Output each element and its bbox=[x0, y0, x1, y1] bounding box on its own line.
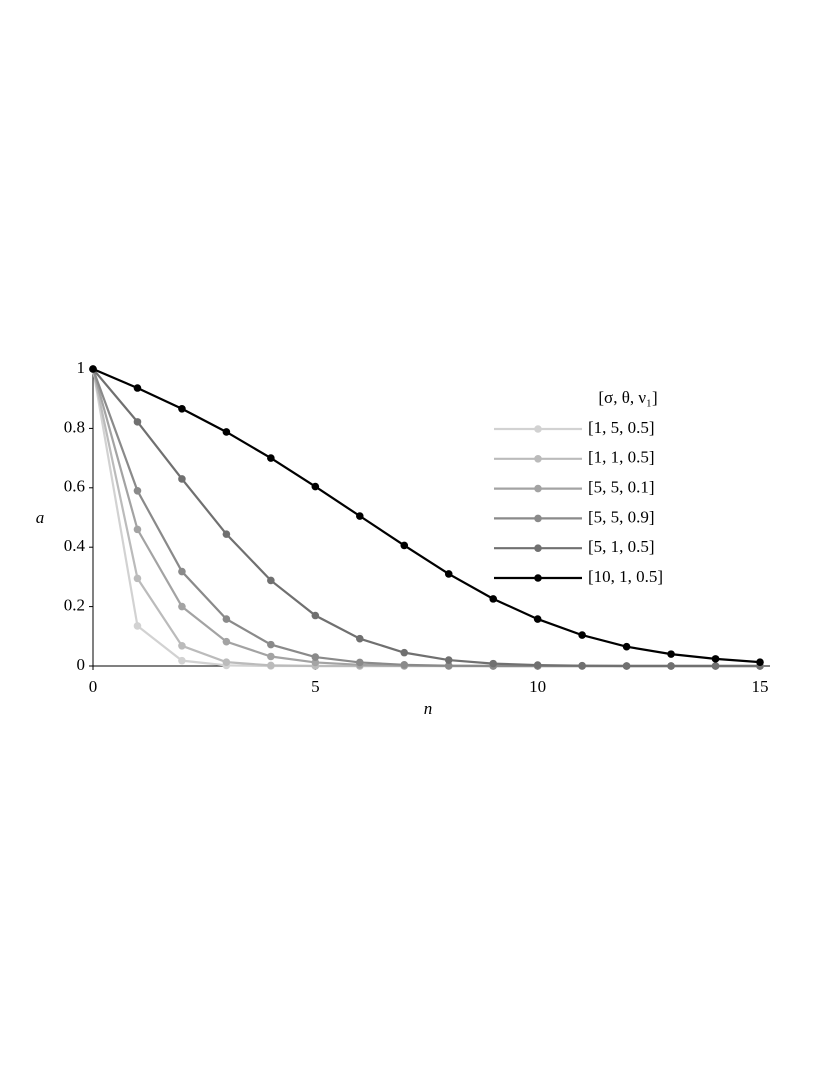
data-point bbox=[533, 615, 542, 623]
series-line bbox=[92, 367, 761, 664]
data-point bbox=[311, 611, 320, 620]
data-point bbox=[533, 661, 542, 669]
data-point bbox=[444, 570, 453, 578]
legend-label: [1, 5, 0.5] bbox=[588, 418, 655, 437]
data-point bbox=[267, 576, 275, 585]
data-point bbox=[222, 615, 231, 623]
data-point bbox=[267, 661, 275, 670]
data-point bbox=[311, 658, 320, 667]
y-tick-label: 0.8 bbox=[64, 417, 85, 436]
legend-marker bbox=[534, 574, 542, 582]
data-point bbox=[444, 656, 453, 664]
data-point bbox=[667, 662, 675, 670]
data-point bbox=[178, 602, 186, 611]
legend-marker bbox=[534, 484, 542, 493]
data-point bbox=[489, 659, 498, 668]
data-point bbox=[133, 574, 142, 583]
data-point bbox=[133, 622, 142, 630]
legend-label: [10, 1, 0.5] bbox=[588, 567, 663, 586]
data-point bbox=[178, 475, 186, 483]
data-point bbox=[356, 658, 364, 667]
x-tick-label: 10 bbox=[529, 677, 546, 696]
data-point bbox=[622, 642, 631, 651]
data-point bbox=[311, 653, 320, 661]
data-point bbox=[711, 662, 720, 670]
data-point bbox=[178, 567, 186, 576]
data-point bbox=[222, 658, 231, 666]
data-point bbox=[667, 650, 675, 658]
legend-marker bbox=[534, 544, 542, 552]
data-point bbox=[622, 662, 631, 670]
data-point bbox=[178, 656, 186, 665]
data-point bbox=[400, 661, 409, 669]
data-point bbox=[400, 648, 409, 657]
data-point bbox=[756, 658, 764, 666]
legend-label: [5, 5, 0.1] bbox=[588, 478, 655, 497]
data-point bbox=[133, 384, 142, 392]
legend-marker bbox=[534, 514, 542, 523]
y-axis-label: a bbox=[36, 508, 45, 527]
data-point bbox=[489, 595, 498, 603]
data-point bbox=[267, 640, 275, 649]
data-point bbox=[133, 418, 142, 426]
data-point bbox=[578, 631, 586, 639]
x-axis-label: n bbox=[424, 699, 433, 718]
data-point bbox=[222, 530, 231, 538]
y-tick-label: 1 bbox=[77, 358, 86, 377]
data-point bbox=[311, 482, 320, 491]
y-tick-label: 0.6 bbox=[64, 477, 85, 496]
data-point bbox=[222, 637, 231, 646]
data-point bbox=[222, 428, 231, 436]
y-tick-label: 0.2 bbox=[64, 596, 85, 615]
data-point bbox=[133, 525, 142, 534]
data-point bbox=[578, 661, 586, 670]
legend-marker bbox=[534, 455, 542, 463]
data-point bbox=[178, 642, 186, 650]
x-tick-label: 0 bbox=[89, 677, 98, 696]
series-line bbox=[92, 368, 760, 668]
data-point bbox=[444, 661, 453, 670]
data-point bbox=[89, 365, 97, 373]
legend-marker bbox=[534, 425, 542, 433]
y-tick-label: 0.4 bbox=[64, 536, 86, 555]
legend-label: [5, 5, 0.9] bbox=[588, 507, 655, 526]
data-point bbox=[356, 512, 364, 520]
legend-label: [1, 1, 0.5] bbox=[588, 448, 655, 467]
data-point bbox=[267, 454, 275, 462]
data-point bbox=[267, 652, 275, 661]
data-point bbox=[133, 486, 142, 495]
x-tick-label: 15 bbox=[752, 677, 769, 696]
data-point bbox=[178, 404, 186, 413]
data-point bbox=[711, 655, 720, 663]
x-tick-label: 5 bbox=[311, 677, 320, 696]
y-tick-label: 0 bbox=[77, 655, 86, 674]
legend-title: [σ, θ, ν₁] bbox=[598, 388, 657, 407]
data-point bbox=[356, 634, 364, 643]
data-point bbox=[400, 541, 409, 550]
legend-label: [5, 1, 0.5] bbox=[588, 537, 655, 556]
